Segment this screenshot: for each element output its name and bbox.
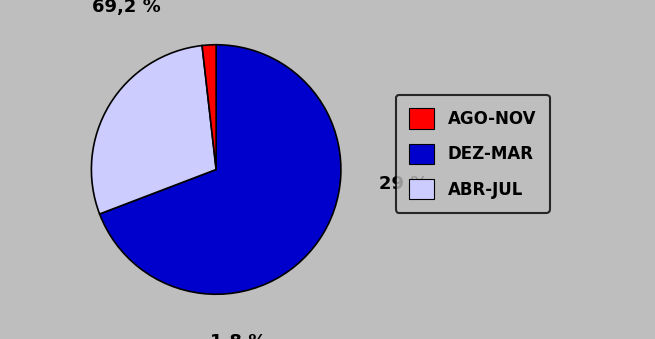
Wedge shape — [202, 45, 216, 170]
Text: 69,2 %: 69,2 % — [92, 0, 160, 16]
Legend: AGO-NOV, DEZ-MAR, ABR-JUL: AGO-NOV, DEZ-MAR, ABR-JUL — [396, 95, 550, 213]
Text: 1,8 %: 1,8 % — [210, 333, 267, 339]
Text: 29 %: 29 % — [379, 176, 428, 194]
Wedge shape — [100, 45, 341, 294]
Wedge shape — [92, 45, 216, 214]
